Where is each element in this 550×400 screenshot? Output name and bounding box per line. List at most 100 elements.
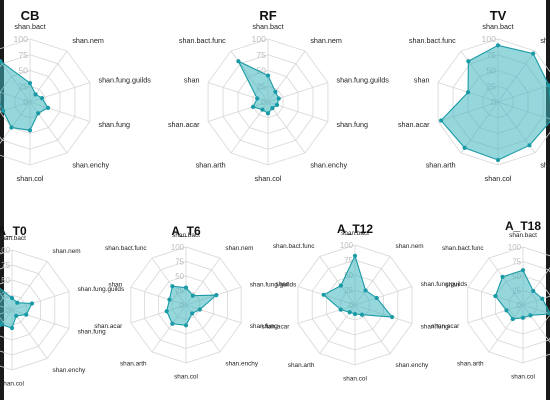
radar-panel-cb: 0255075100shan.bactshan.nemshan.fung.gui… [0,8,151,183]
panel-title: TV [490,8,507,23]
data-point-shan-bact [265,73,271,78]
axis-label-shan-fung: shan.fung [336,120,368,129]
axis-label-shan-bact: shan.bact [509,232,537,239]
data-point-shan-col [265,111,271,116]
axis-label-shan-col: shan.col [17,174,44,183]
data-point-shan-bact [520,268,526,273]
axis-label-shan-acar: shan.acar [94,323,123,330]
axis-label-shan-col: shan.col [174,373,198,380]
tick-label: 50 [18,66,28,76]
axis-label-shan-col: shan.col [511,373,535,380]
tick-label: 50 [175,272,184,281]
axis-label-shan-nem: shan.nem [540,36,550,45]
axis-label-shan-enchy: shan.enchy [72,160,109,169]
tick-label: 75 [1,261,10,270]
data-point-shan-bact [27,81,33,86]
axis-label-shan-fung: shan.fung [98,120,130,129]
axis-label-shan-nem: shan.nem [310,36,342,45]
axis-label-shan-arth: shan.arth [288,362,315,369]
axis-label-shan-arth: shan.arth [457,361,484,368]
axis-label-shan-fung-guilds: shan.fung.guilds [78,286,125,293]
tick-label: 50 [1,276,10,285]
grid-spoke [11,309,48,359]
axis-label-shan-acar: shan.acar [261,324,290,331]
data-point-shan [465,90,471,95]
tick-label: 100 [14,34,29,44]
data-point-shan-acar [438,118,444,123]
data-point-shan [493,293,498,299]
axis-label-shan-bact: shan.bact [341,230,369,237]
axis-label-shan-col: shan.col [343,375,367,382]
data-point-shan-enchy [359,312,365,317]
axis-label-shan-fung: shan.fung [78,329,107,336]
left-border [0,0,4,400]
data-point-shan-fung [45,105,51,110]
radar-panel-a-t0: 0255075100shan.bactshan.nemshan.fung.gui… [0,224,124,387]
data-point-shan-arth [170,321,175,326]
data-point-shan [167,297,172,302]
tick-label: 75 [344,256,353,265]
axis-label-shan-fung-guilds: shan.fung.guilds [336,75,389,84]
axis-label-shan-nem: shan.nem [396,243,424,250]
axis-label-shan-bact: shan.bact [14,22,45,31]
data-point-shan-nem [15,300,20,305]
data-point-shan-bact [9,295,15,301]
axis-label-shan-nem: shan.nem [72,36,104,45]
data-point-shan-col [495,157,501,163]
data-area [0,287,33,329]
panel-title: CB [21,8,40,23]
tick-label: 100 [171,243,185,252]
data-point-shan-arth [9,125,14,130]
axis-label-shan-acar: shan.acar [168,120,200,129]
grid-spoke [267,101,306,154]
data-point-shan-bact-func [500,274,505,279]
panel-title: A_T6 [171,224,201,238]
data-area [322,254,394,318]
axis-label-shan-bact: shan.bact [482,22,513,31]
data-point-shan-acar [504,308,509,313]
data-point-shan-bact-func [0,59,3,64]
axis-label-shan-bact-func: shan.bact.func [105,245,147,252]
data-point-shan-bact [352,253,358,258]
axis-label-shan-bact-func: shan.bact.func [273,243,315,250]
radar-panel-tv: 0255075100shan.bactshan.nemshan.fung.gui… [398,8,550,183]
data-point-shan-col [9,325,15,331]
axis-label-shan-bact-func: shan.bact.func [409,36,456,45]
data-point-shan-fung-guilds [214,293,219,298]
axis-label-shan-fung-guilds: shan.fung.guilds [250,282,297,289]
tick-label: 100 [340,241,354,250]
axis-label-shan-bact: shan.bact [0,235,26,242]
data-point-shan-fung-guilds [29,301,35,306]
data-point-shan-nem [363,288,368,293]
data-point-shan-col [520,315,526,320]
axis-label-shan-fung-guilds: shan.fung.guilds [421,281,468,288]
data-point-shan [255,96,260,101]
data-point-shan-bact-func [236,59,241,64]
axis-label-shan-acar: shan.acar [431,323,460,330]
data-point-shan-enchy [36,111,41,116]
axis-label-shan-col: shan.col [0,380,24,387]
axis-label-shan-enchy: shan.enchy [396,362,429,369]
axis-label-shan-fung-guilds: shan.fung.guilds [98,75,151,84]
data-point-shan-col [183,323,189,328]
data-point-shan-col [27,128,33,133]
tick-label: 75 [512,258,521,267]
data-point-shan-enchy [527,143,532,148]
data-point-shan-fung-guilds [374,295,379,301]
data-point-shan-arth [510,316,515,322]
tick-label: 100 [0,246,11,255]
axis-label-shan-enchy: shan.enchy [53,367,86,374]
data-point-shan-nem [531,51,536,56]
data-point-shan-arth [260,107,265,112]
axis-label-shan-col: shan.col [255,174,282,183]
axis-label-shan-nem: shan.nem [53,248,81,255]
radar-panel-rf: 0255075100shan.bactshan.nemshan.fung.gui… [168,8,389,183]
data-point-shan-fung [389,314,395,320]
radar-panel-a-t12: 0255075100shan.bactshan.nemshan.fung.gui… [261,222,467,382]
data-point-shan-nem [531,288,536,294]
data-point-shan-enchy [528,313,533,318]
data-point-shan-acar [250,104,256,109]
data-area [440,44,550,161]
axis-label-shan-bact: shan.bact [252,22,283,31]
radar-panel-a-t6: 0255075100shan.bactshan.nemshan.fung.gui… [94,224,296,380]
